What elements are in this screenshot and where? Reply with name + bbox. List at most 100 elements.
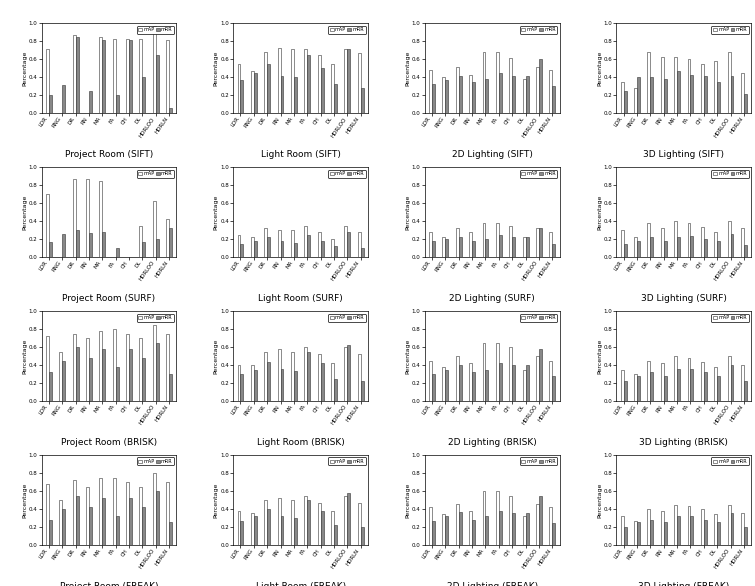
Bar <box>100 478 103 545</box>
Bar <box>318 355 321 401</box>
Bar <box>472 520 475 545</box>
Bar <box>307 352 310 401</box>
Bar <box>307 55 310 113</box>
Bar <box>688 358 690 401</box>
Title: 2D Lighting (SIFT): 2D Lighting (SIFT) <box>451 151 532 159</box>
Bar <box>539 59 542 113</box>
Bar <box>674 356 677 401</box>
Bar <box>539 229 542 257</box>
Bar <box>62 84 65 113</box>
Bar <box>166 333 169 401</box>
Bar <box>714 367 717 401</box>
Bar <box>522 237 525 257</box>
Bar <box>143 358 145 401</box>
Bar <box>60 500 62 545</box>
Title: Light Room (BRISK): Light Room (BRISK) <box>257 438 344 447</box>
Y-axis label: Percentage: Percentage <box>22 482 27 517</box>
Legend: mAP, mRR: mAP, mRR <box>520 458 557 465</box>
Y-axis label: Percentage: Percentage <box>405 51 411 86</box>
Bar <box>728 356 731 401</box>
Bar <box>238 235 240 257</box>
Bar <box>459 512 462 545</box>
Bar <box>744 94 747 113</box>
Bar <box>621 516 624 545</box>
Legend: mAP, mRR: mAP, mRR <box>711 26 749 34</box>
Bar <box>76 230 79 257</box>
Y-axis label: Percentage: Percentage <box>214 482 219 517</box>
Bar <box>621 370 624 401</box>
Bar <box>553 244 555 257</box>
Bar <box>254 516 257 545</box>
Bar <box>550 507 553 545</box>
Bar <box>690 236 693 257</box>
Bar <box>553 86 555 113</box>
Bar <box>166 482 169 545</box>
Bar <box>89 233 92 257</box>
Bar <box>153 202 156 257</box>
Bar <box>116 248 119 257</box>
Bar <box>621 82 624 113</box>
Bar <box>89 507 92 545</box>
Bar <box>254 73 257 113</box>
Bar <box>334 379 337 401</box>
Bar <box>240 244 243 257</box>
Bar <box>304 347 307 401</box>
Bar <box>291 230 294 257</box>
Bar <box>318 232 321 257</box>
Bar <box>304 49 307 113</box>
Bar <box>361 248 364 257</box>
Bar <box>291 500 294 545</box>
Bar <box>741 365 744 401</box>
Bar <box>89 91 92 113</box>
Bar <box>445 80 448 113</box>
Bar <box>294 518 297 545</box>
Title: 3D Lighting (BRISK): 3D Lighting (BRISK) <box>639 438 729 447</box>
Legend: mAP, mRR: mAP, mRR <box>520 170 557 178</box>
Bar <box>153 473 156 545</box>
Bar <box>496 343 499 401</box>
Bar <box>637 77 640 113</box>
Bar <box>358 503 361 545</box>
Bar <box>347 493 350 545</box>
Bar <box>717 82 720 113</box>
Bar <box>624 244 627 257</box>
Legend: mAP, mRR: mAP, mRR <box>711 170 749 178</box>
Y-axis label: Percentage: Percentage <box>405 482 411 517</box>
Bar <box>741 229 744 257</box>
Bar <box>485 79 488 113</box>
Bar <box>278 47 281 113</box>
Bar <box>731 76 733 113</box>
Bar <box>358 355 361 401</box>
Bar <box>456 503 459 545</box>
Bar <box>496 52 499 113</box>
Bar <box>634 88 637 113</box>
Bar <box>344 226 347 257</box>
Bar <box>278 349 281 401</box>
Bar <box>103 232 105 257</box>
Bar <box>536 356 539 401</box>
Bar <box>281 241 283 257</box>
Bar <box>472 241 475 257</box>
Bar <box>46 195 49 257</box>
Bar <box>485 239 488 257</box>
Y-axis label: Percentage: Percentage <box>22 339 27 374</box>
Bar <box>347 345 350 401</box>
Bar <box>485 516 488 545</box>
Bar <box>650 520 653 545</box>
Y-axis label: Percentage: Percentage <box>214 339 219 374</box>
Bar <box>254 370 257 401</box>
Bar <box>512 237 515 257</box>
Bar <box>459 76 462 113</box>
Bar <box>264 229 267 257</box>
Bar <box>512 76 515 113</box>
Bar <box>103 40 105 113</box>
Bar <box>704 372 707 401</box>
Bar <box>112 478 116 545</box>
Bar <box>307 235 310 257</box>
Bar <box>281 369 283 401</box>
Bar <box>318 55 321 113</box>
Bar <box>539 349 542 401</box>
Bar <box>469 74 472 113</box>
Bar <box>688 59 690 113</box>
Bar <box>334 525 337 545</box>
